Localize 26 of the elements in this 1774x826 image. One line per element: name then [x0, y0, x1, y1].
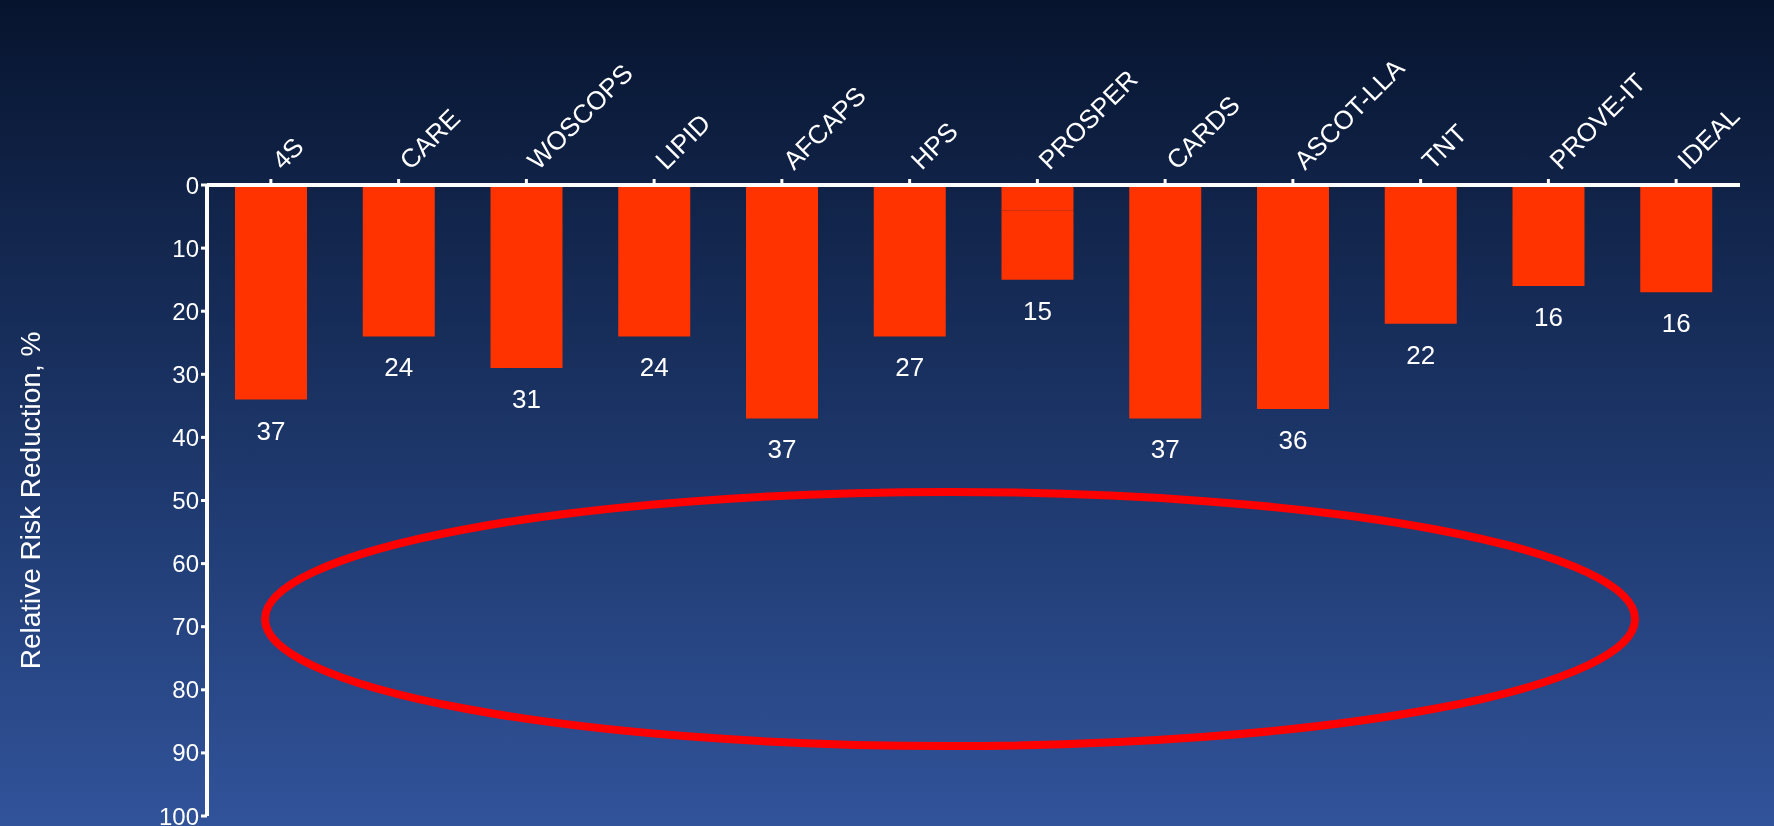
text: 16 — [1534, 301, 1563, 332]
text: 24 — [384, 352, 414, 383]
y-tick-label: 30 — [172, 360, 199, 388]
y-tick-label: 0 — [185, 171, 199, 199]
text: 37 — [1150, 434, 1180, 465]
x-tick-label: 4S — [265, 131, 310, 176]
text: 15 — [1023, 295, 1052, 326]
y-tick-label: 80 — [172, 676, 199, 704]
y-tick-label: 60 — [172, 550, 199, 578]
y-tick-label: 10 — [172, 234, 199, 262]
text: 37 — [256, 415, 286, 446]
y-tick-label: 20 — [172, 297, 199, 325]
text: 24 — [639, 352, 669, 383]
x-tick-label: TNT — [1415, 118, 1473, 176]
y-tick-label: 40 — [172, 423, 199, 451]
y-tick-label: 100 — [158, 802, 199, 826]
y-tick-label: 90 — [172, 739, 199, 767]
text: 22 — [1406, 339, 1436, 370]
text: 16 — [1661, 308, 1691, 339]
text: 31 — [512, 383, 541, 414]
y-tick-label: 70 — [172, 613, 199, 641]
text: 36 — [1278, 425, 1308, 456]
y-tick-label: 50 — [172, 487, 199, 515]
y-axis-title: Relative Risk Reduction, % — [14, 331, 46, 670]
text: 37 — [767, 434, 797, 465]
text: 27 — [895, 352, 925, 383]
